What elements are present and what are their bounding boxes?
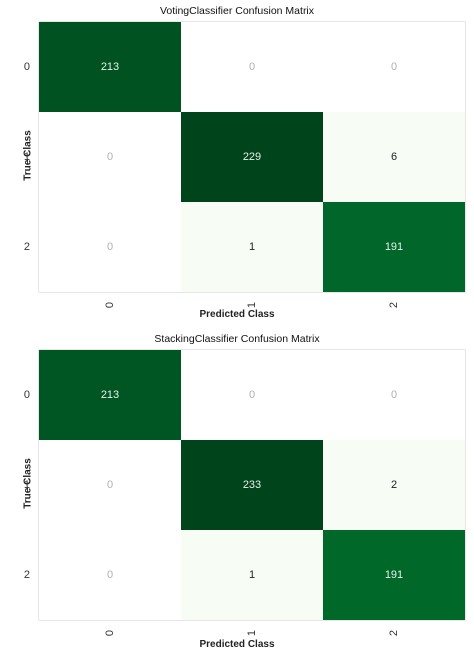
cell-value-label: 1 (249, 569, 255, 581)
cell-value-label: 233 (243, 479, 261, 491)
cell-value-label: 0 (107, 569, 113, 581)
cell-value-label: 213 (101, 61, 119, 73)
heatmap-cell (181, 350, 323, 440)
heatmap-cell (181, 22, 323, 112)
y-tick-label: 1 (24, 479, 30, 491)
x-tick-label: 2 (388, 302, 400, 308)
cell-value-label: 0 (391, 389, 397, 401)
heatmap-cell (181, 530, 323, 620)
cell-value-label: 2 (391, 479, 397, 491)
y-tick-label: 0 (24, 389, 30, 401)
heatmap-cell (323, 350, 465, 440)
heatmap-cell (323, 530, 465, 620)
heatmap-cell (323, 202, 465, 292)
chart-title: StackingClassifier Confusion Matrix (154, 333, 320, 345)
x-tick-label: 2 (388, 630, 400, 636)
heatmap-cell (323, 440, 465, 530)
chart-title: VotingClassifier Confusion Matrix (159, 5, 315, 17)
cell-value-label: 0 (107, 151, 113, 163)
x-tick-label: 1 (246, 302, 258, 308)
heatmap-cell (39, 112, 181, 202)
cell-value-label: 0 (391, 61, 397, 73)
heatmap-cell (181, 112, 323, 202)
x-tick-label: 1 (246, 630, 258, 636)
confusion-matrix-stacking: StackingClassifier Confusion Matrix True… (0, 328, 474, 653)
heatmap-cell (39, 22, 181, 112)
x-tick-label: 0 (104, 302, 116, 308)
y-tick-label: 0 (24, 61, 30, 73)
y-tick-label: 2 (24, 241, 30, 253)
heatmap-cell (39, 440, 181, 530)
cell-value-label: 6 (391, 151, 397, 163)
heatmap-cell (39, 350, 181, 440)
cell-value-label: 191 (385, 569, 403, 581)
heatmap-cell (39, 530, 181, 620)
cell-value-label: 229 (243, 151, 261, 163)
y-tick-label: 1 (24, 151, 30, 163)
cell-value-label: 0 (107, 241, 113, 253)
heatmap-cell (323, 22, 465, 112)
confusion-matrix-voting: VotingClassifier Confusion Matrix True C… (0, 0, 474, 325)
y-tick-label: 2 (24, 569, 30, 581)
cell-value-label: 213 (101, 389, 119, 401)
cell-value-label: 191 (385, 241, 403, 253)
x-tick-label: 0 (104, 630, 116, 636)
cell-value-label: 1 (249, 241, 255, 253)
heatmap-cell (39, 202, 181, 292)
heatmap-svg: 213 0 0 0 233 2 0 1 191 0 1 2 0 1 2 (24, 349, 466, 636)
heatmap-cell (181, 202, 323, 292)
x-axis-label: Predicted Class (199, 309, 275, 320)
cell-value-label: 0 (249, 389, 255, 401)
x-axis-label: Predicted Class (199, 639, 275, 650)
heatmap-cell (181, 440, 323, 530)
heatmap-cell (323, 112, 465, 202)
cell-value-label: 0 (249, 61, 255, 73)
heatmap-svg: 213 0 0 0 229 6 0 1 191 0 1 2 0 1 2 (24, 21, 466, 308)
cell-value-label: 0 (107, 479, 113, 491)
